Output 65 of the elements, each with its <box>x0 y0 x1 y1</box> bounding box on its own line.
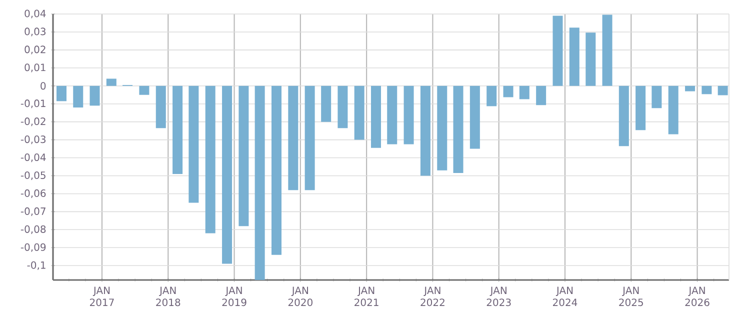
bar <box>222 86 232 264</box>
bar <box>338 86 348 128</box>
bar <box>238 86 249 226</box>
y-tick-label: 0,01 <box>24 64 46 72</box>
y-tick-label: -0,01 <box>20 100 46 108</box>
bar <box>519 86 530 100</box>
y-tick-label: -0,06 <box>20 189 46 198</box>
y-tick-label: -0,04 <box>20 153 46 162</box>
bar <box>569 28 580 86</box>
bar <box>668 86 678 134</box>
bar <box>718 86 728 96</box>
bar <box>420 86 430 176</box>
bar <box>602 14 612 86</box>
bar <box>536 86 546 106</box>
y-tick-label: -0,1 <box>27 261 46 270</box>
y-tick-label: 0,04 <box>24 10 46 18</box>
y-tick-label: -0,09 <box>20 243 46 252</box>
bar <box>90 86 100 106</box>
bar <box>618 86 629 146</box>
y-tick-label: -0,03 <box>20 136 46 144</box>
bar <box>636 86 646 130</box>
y-tick-label: 0 <box>40 82 46 90</box>
x-tick-label: JAN 2026 <box>685 286 710 306</box>
y-tick-label: -0,07 <box>20 207 46 216</box>
bar <box>139 86 150 95</box>
y-tick-label: 0,02 <box>24 46 46 54</box>
bar <box>404 86 414 144</box>
bar <box>586 32 596 86</box>
y-tick-label: -0,05 <box>20 171 46 180</box>
x-tick-label: JAN 2021 <box>354 286 378 306</box>
bar <box>702 86 712 94</box>
y-tick-label: 0,03 <box>24 28 46 36</box>
bar <box>156 86 166 128</box>
x-tick-label: JAN 2024 <box>553 286 578 306</box>
y-tick-label: -0,02 <box>20 118 46 126</box>
bar <box>73 86 84 108</box>
bar <box>470 86 480 149</box>
bar <box>321 86 332 122</box>
x-tick-label: JAN 2025 <box>619 286 643 306</box>
bar <box>453 86 464 174</box>
bar <box>188 86 199 203</box>
bar <box>486 86 497 106</box>
bar <box>172 86 183 174</box>
bar <box>387 86 398 144</box>
x-tick-label: JAN 2022 <box>420 286 444 306</box>
x-tick-label: JAN 2018 <box>156 286 180 306</box>
bar <box>552 16 563 86</box>
bar <box>288 86 298 190</box>
bar <box>503 86 514 98</box>
bar <box>304 86 315 190</box>
bar <box>370 86 381 148</box>
x-tick-label: JAN 2017 <box>90 286 114 306</box>
bar <box>685 86 696 92</box>
bar <box>254 86 265 280</box>
bar <box>271 86 282 255</box>
y-tick-label: -0,08 <box>20 225 46 234</box>
x-tick-label: JAN 2020 <box>288 286 312 306</box>
bar <box>56 86 66 102</box>
bar <box>437 86 448 170</box>
bar <box>106 78 116 86</box>
x-tick-label: JAN 2019 <box>222 286 246 306</box>
x-tick-label: JAN 2023 <box>486 286 511 306</box>
bar <box>205 86 216 234</box>
bar <box>652 86 662 108</box>
bar <box>354 86 364 140</box>
